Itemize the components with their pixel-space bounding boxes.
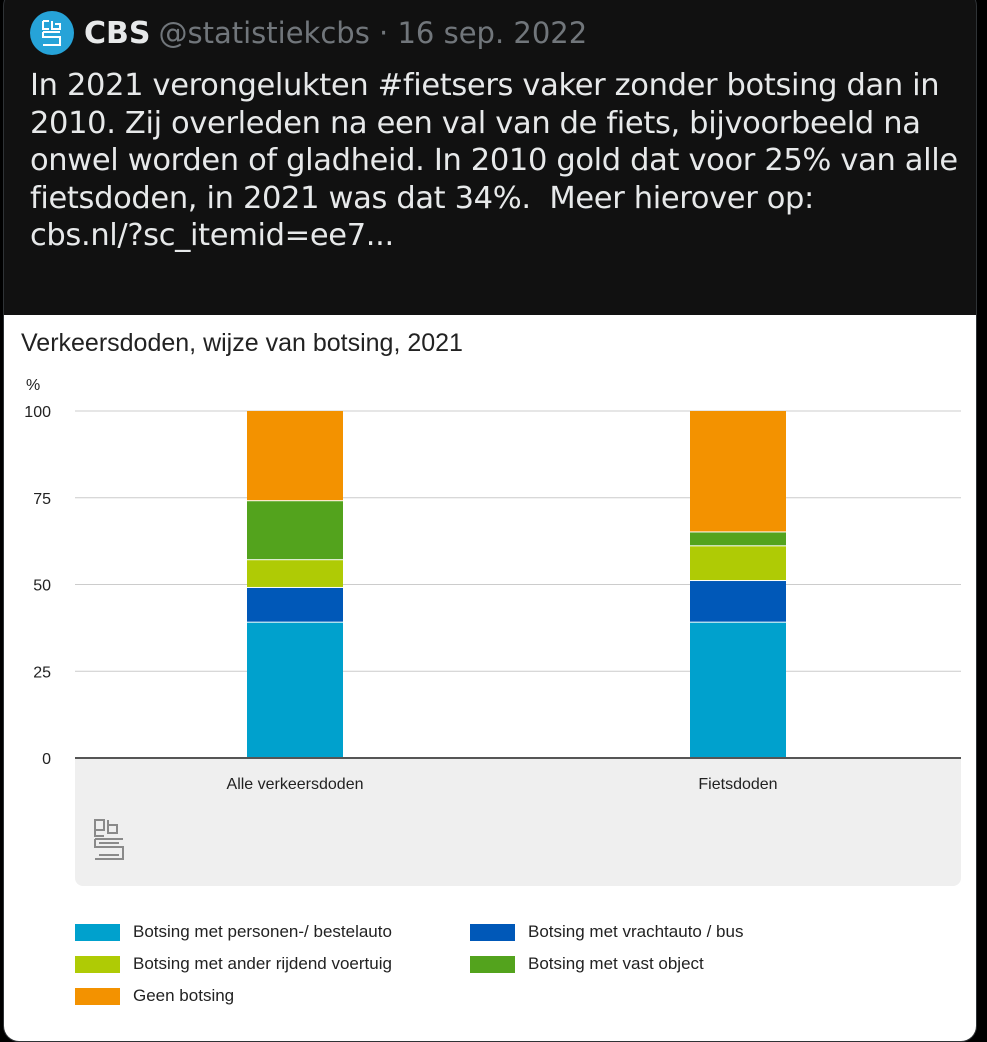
- y-tick-label: 0: [42, 751, 51, 768]
- cbs-logo-icon: [42, 20, 61, 46]
- tweet-header: CBS @statistiekcbs · 16 sep. 2022: [30, 11, 587, 55]
- bar-segment: [690, 546, 786, 581]
- tweet-text-line: In 2021 verongelukten #fietsers vaker zo…: [30, 68, 940, 103]
- y-tick-label: 25: [33, 664, 51, 681]
- y-tick-label: 50: [33, 578, 51, 595]
- legend-swatch: [75, 987, 120, 1005]
- author-name[interactable]: CBS: [84, 15, 151, 51]
- tweet-text-line: fietsdoden, in 2021 was dat 34%. Meer hi…: [30, 180, 814, 216]
- bar-segment: [690, 622, 786, 757]
- cbs-avatar[interactable]: [30, 11, 74, 55]
- tweet-link[interactable]: cbs.nl/?sc_itemid=ee7...: [30, 218, 394, 254]
- bar-segment: [247, 587, 343, 622]
- legend-item: Botsing met vrachtauto / bus: [470, 921, 743, 943]
- y-axis-unit: %: [26, 377, 41, 394]
- cbs-watermark-icon: [94, 819, 124, 860]
- tweet-text-line: 2010. Zij overleden na een val van de fi…: [30, 105, 921, 141]
- chart-title: Verkeersdoden, wijze van botsing, 2021: [21, 329, 463, 357]
- y-tick-label: 75: [33, 491, 51, 508]
- legend-item: Botsing met ander rijdend voertuig: [75, 953, 392, 975]
- legend-swatch: [75, 955, 120, 973]
- tweet-text-line: onwel worden of gladheid. In 2010 gold d…: [30, 143, 958, 179]
- bar-segment: [690, 411, 786, 532]
- legend-item: Botsing met vast object: [470, 953, 704, 975]
- legend-label: Botsing met ander rijdend voertuig: [133, 954, 392, 973]
- legend-label: Geen botsing: [133, 986, 235, 1005]
- bar-segment: [247, 411, 343, 501]
- x-axis-area: [75, 758, 961, 886]
- bar-segment: [247, 560, 343, 587]
- legend-item: Botsing met personen-/ bestelauto: [75, 921, 392, 943]
- legend-label: Botsing met personen-/ bestelauto: [133, 922, 392, 941]
- bar-segment: [690, 581, 786, 622]
- legend-swatch: [470, 923, 515, 941]
- tweet-card[interactable]: CBS @statistiekcbs · 16 sep. 2022 In 202…: [3, 0, 977, 1042]
- legend-label: Botsing met vrachtauto / bus: [528, 922, 744, 941]
- x-tick-label: Fietsdoden: [698, 776, 777, 793]
- y-tick-label: 100: [24, 404, 51, 421]
- x-tick-label: Alle verkeersdoden: [227, 776, 364, 793]
- legend-swatch: [470, 955, 515, 973]
- stacked-bar-chart: 0 25 50 75 100 Alle verkeersdoden Fietsdoden: [24, 404, 961, 793]
- tweet-text: In 2021 verongelukten #fietsers vaker zo…: [30, 67, 960, 255]
- author-handle-date[interactable]: @statistiekcbs · 16 sep. 2022: [158, 16, 588, 50]
- legend-label: Botsing met vast object: [528, 954, 704, 973]
- legend-item: Geen botsing: [75, 985, 234, 1007]
- tweet-media-chart[interactable]: Verkeersdoden, wijze van botsing, 2021 %…: [4, 315, 976, 1041]
- bar-segment: [690, 532, 786, 546]
- legend-swatch: [75, 923, 120, 941]
- bar-segment: [247, 622, 343, 757]
- bar-segment: [247, 501, 343, 560]
